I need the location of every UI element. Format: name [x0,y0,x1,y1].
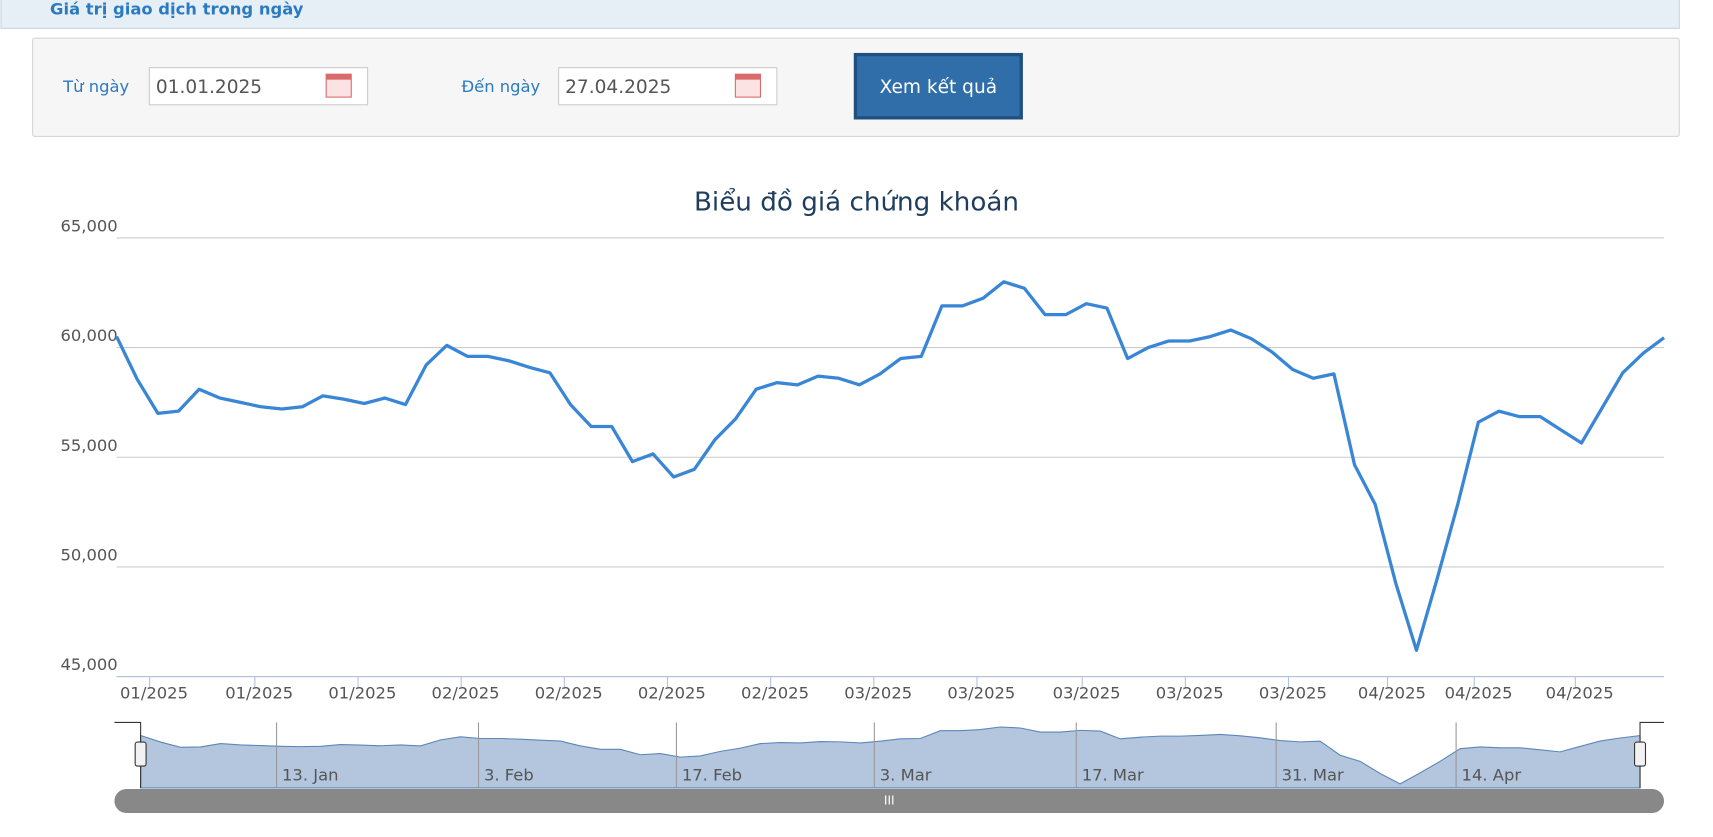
x-tick-label: 02/2025 [432,684,500,703]
calendar-icon[interactable] [734,73,762,98]
submit-button[interactable] [853,52,1023,120]
navigator-label: 14. Apr [1462,765,1522,784]
to-label: Đến ngày [461,77,540,96]
from-value: 01.01.2025 [156,77,262,98]
y-tick-label: 65,000 [60,216,117,235]
x-tick-label: 01/2025 [225,684,293,703]
header-bar [0,0,1680,29]
x-tick-label: 01/2025 [328,684,396,703]
x-tick-label: 04/2025 [1445,684,1513,703]
x-tick-label: 04/2025 [1546,684,1614,703]
to-value: 27.04.2025 [565,77,671,98]
navigator-label: 3. Feb [484,765,534,784]
x-tick-label: 03/2025 [844,684,912,703]
x-tick-label: 01/2025 [120,684,188,703]
x-tick-label: 03/2025 [947,684,1015,703]
chart-title: Biểu đồ giá chứng khoán [694,186,1019,217]
from-label: Từ ngày [62,77,129,96]
calendar-icon[interactable] [325,73,352,98]
header-title: Giá trị giao dịch trong ngày [50,0,304,18]
navigator-label: 17. Feb [682,765,742,784]
scrollbar[interactable] [114,788,1665,813]
scrollbar-grip[interactable]: III [884,793,895,807]
navigator-label: 17. Mar [1082,765,1144,784]
x-tick-label: 04/2025 [1358,684,1426,703]
price-line [115,280,1666,652]
y-tick-label: 60,000 [60,326,117,345]
x-tick-label: 02/2025 [535,684,603,703]
navigator-handle[interactable] [134,741,147,767]
y-tick-label: 55,000 [60,436,117,455]
y-tick-label: 50,000 [60,545,117,564]
x-tick-label: 03/2025 [1156,684,1224,703]
x-tick-label: 02/2025 [638,684,706,703]
navigator-area [140,726,1641,789]
navigator-label: 3. Mar [880,765,932,784]
navigator-handle[interactable] [1634,741,1647,767]
x-tick-label: 03/2025 [1259,684,1327,703]
x-tick-label: 02/2025 [741,684,809,703]
navigator-label: 31. Mar [1282,765,1344,784]
x-tick-label: 03/2025 [1053,684,1121,703]
navigator-label: 13. Jan [282,765,338,784]
submit-label: Xem kết quả [880,76,997,98]
y-tick-label: 45,000 [60,655,117,674]
